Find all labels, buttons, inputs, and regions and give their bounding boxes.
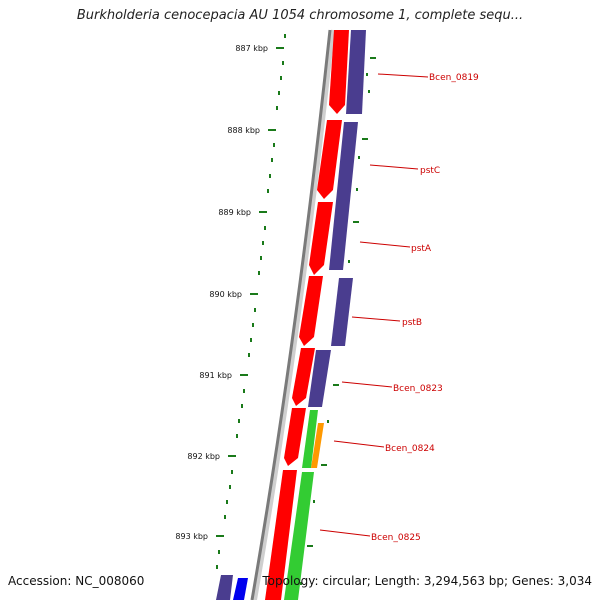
major-ticks	[216, 47, 284, 537]
map-title: Burkholderia cenocepacia AU 1054 chromos…	[76, 8, 524, 23]
scale-label-891: 891 kbp	[199, 371, 232, 380]
cds-feature[interactable]	[309, 202, 333, 275]
gene-label-pstc[interactable]: pstC	[420, 166, 440, 176]
backbone-shadow	[253, 29, 335, 600]
cds-feature[interactable]	[216, 575, 233, 600]
cds-feature[interactable]	[299, 276, 323, 346]
reverse-strand-features	[216, 30, 366, 600]
scale-label-893: 893 kbp	[175, 532, 208, 541]
cds-feature[interactable]	[265, 470, 297, 600]
forward-strand-features	[265, 30, 349, 600]
gene-label-bcen-0819[interactable]: Bcen_0819	[429, 73, 479, 83]
cds-feature[interactable]	[292, 348, 315, 406]
cds-feature[interactable]	[329, 122, 358, 270]
scale-label-887: 887 kbp	[235, 44, 268, 53]
gene-label-lines	[319, 73, 429, 537]
accession-text: Accession: NC_008060	[8, 574, 145, 588]
cds-feature[interactable]	[329, 30, 349, 114]
scale-label-890: 890 kbp	[209, 290, 242, 299]
gene-label-pstb[interactable]: pstB	[402, 318, 422, 328]
genome-backbone	[250, 29, 332, 600]
cds-feature[interactable]	[317, 120, 342, 199]
cds-feature[interactable]	[331, 278, 353, 346]
gene-label-psta[interactable]: pstA	[411, 244, 432, 254]
scale-label-888: 888 kbp	[227, 126, 260, 135]
cds-feature[interactable]	[308, 350, 331, 407]
minor-ticks	[216, 34, 286, 569]
cds-feature[interactable]	[284, 408, 306, 466]
scale-label-889: 889 kbp	[218, 208, 251, 217]
gene-label-bcen-0824[interactable]: Bcen_0824	[385, 444, 435, 454]
gene-label-bcen-0823[interactable]: Bcen_0823	[393, 384, 443, 394]
green-feature[interactable]	[284, 472, 314, 600]
topology-info: Topology: circular; Length: 3,294,563 bp…	[262, 574, 592, 588]
green-feature[interactable]	[302, 410, 318, 468]
cds-feature[interactable]	[346, 30, 366, 114]
scale-label-892: 892 kbp	[187, 452, 220, 461]
orange-feature[interactable]	[311, 423, 324, 468]
blue-feature[interactable]	[233, 578, 248, 600]
gene-label-bcen-0825[interactable]: Bcen_0825	[371, 533, 421, 543]
